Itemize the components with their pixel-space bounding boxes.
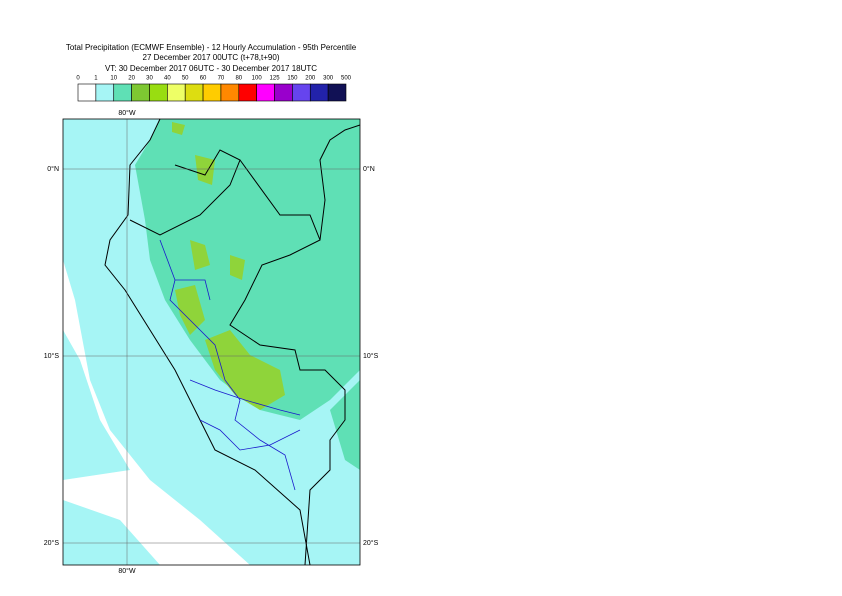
legend-label: 40 <box>164 76 171 82</box>
legend-swatch <box>202 83 222 102</box>
legend-swatch <box>184 83 204 102</box>
legend-label: 20 <box>128 76 135 82</box>
lon-label: 80°W <box>118 109 136 117</box>
legend-label: 30 <box>146 76 153 82</box>
legend-swatch <box>256 83 275 102</box>
legend-label: 0 <box>76 76 80 82</box>
lat-label: 10°S <box>363 352 379 360</box>
legend-label: 10 <box>110 76 117 82</box>
coastline <box>104 118 311 566</box>
map-frame <box>62 118 361 566</box>
legend-label: 100 <box>252 76 263 82</box>
legend-label: 125 <box>270 76 281 82</box>
legend-swatch <box>113 83 132 102</box>
precip-area <box>63 119 310 565</box>
border <box>129 124 361 566</box>
map: 80°W 80°W 0°N 10°S 20°S 0°N 10°S 20°S <box>44 109 379 575</box>
legend-swatch <box>77 83 97 102</box>
precip-area <box>330 380 360 470</box>
legend-label: 60 <box>200 76 207 82</box>
precip-area <box>63 330 160 565</box>
legend-swatch <box>95 83 115 102</box>
legend-swatch <box>220 83 240 102</box>
legend-label: 200 <box>305 76 316 82</box>
legend-label: 300 <box>323 76 334 82</box>
legend-label: 500 <box>341 76 352 82</box>
title-line: VT: 30 December 2017 06UTC - 30 December… <box>105 64 317 73</box>
legend-label: 150 <box>287 76 298 82</box>
legend-label: 50 <box>182 76 189 82</box>
lat-label: 0°N <box>363 165 375 173</box>
legend-label: 70 <box>218 76 225 82</box>
lat-label: 20°S <box>44 539 60 547</box>
legend-label: 1 <box>94 76 98 82</box>
precip-area <box>172 122 245 335</box>
legend-swatch <box>292 83 311 102</box>
precip-area <box>205 330 285 410</box>
precip-area <box>135 119 360 420</box>
lat-label: 10°S <box>44 352 60 360</box>
legend-swatch <box>238 83 257 102</box>
legend: 0 1 10 20 30 40 50 60 70 80 100 125 150 200 300 500 <box>76 76 352 102</box>
legend-swatch <box>274 83 293 102</box>
legend-swatch <box>309 83 329 102</box>
lon-label: 80°W <box>118 567 136 575</box>
legend-swatch <box>327 83 347 102</box>
legend-swatch <box>149 83 168 102</box>
legend-label: 80 <box>235 76 242 82</box>
lat-label: 0°N <box>47 165 59 173</box>
legend-swatch <box>167 83 186 102</box>
title-line: Total Precipitation (ECMWF Ensemble) - 1… <box>66 43 357 52</box>
region-border <box>159 239 301 491</box>
lat-label: 20°S <box>363 539 379 547</box>
title-line: 27 December 2017 00UTC (t+78,t+90) <box>143 53 280 62</box>
legend-swatch <box>131 83 150 102</box>
